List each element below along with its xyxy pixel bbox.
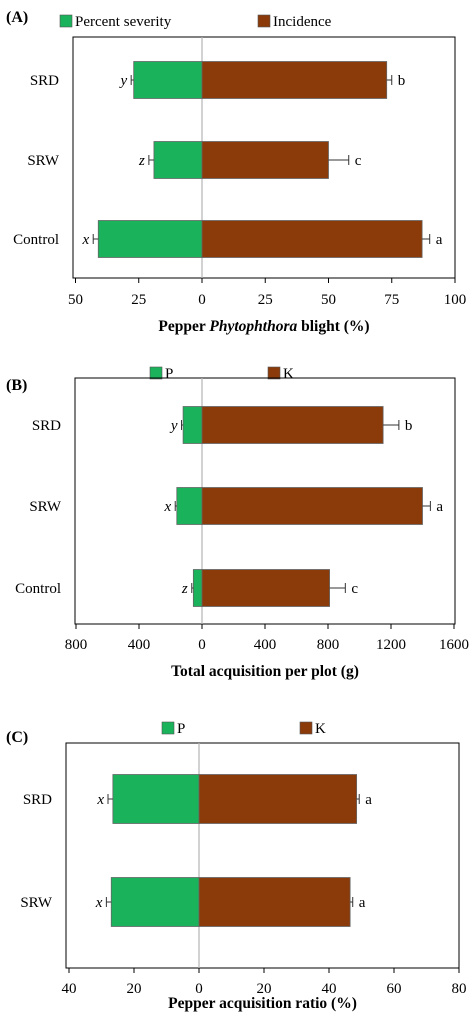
panel-b-letter-1-1: a — [436, 499, 443, 515]
panel-a-bar-percent-severity-control — [97, 220, 203, 258]
panel-b-bar-p-srw — [176, 487, 203, 525]
panel-c-tick-label-l0: 40 — [62, 981, 77, 997]
panel-a-x-axis-title-part-0: Pepper — [158, 318, 209, 335]
panel-a-plot-frame — [72, 36, 456, 279]
panel-c-x-axis-title-part-0: Pepper acquisition ratio (%) — [168, 995, 357, 1012]
panel-a-letter-1-1: c — [355, 153, 362, 169]
panel-b-legend-label-1: K — [283, 366, 294, 382]
panel-a-tick-label-r3: 75 — [384, 292, 399, 308]
panel-c-tick-label-r3: 60 — [387, 981, 402, 997]
panel-b-letter-1-2: c — [351, 581, 358, 597]
panel-a-category-label-0: SRD — [30, 73, 59, 89]
panel-a-letter-0-0: y — [118, 73, 127, 89]
panel-c-letter-0-0: x — [96, 792, 104, 808]
panel-a-tick-label-r1: 25 — [258, 292, 273, 308]
panel-c-category-label-0: SRD — [23, 792, 52, 808]
panel-a-legend-label-0: Percent severity — [75, 14, 172, 30]
panel-a-label: (A) — [6, 9, 28, 26]
panel-b-legend-label-0: P — [165, 366, 173, 382]
panel-c-plot-frame — [65, 742, 460, 969]
panel-a-bar-percent-severity-srd — [133, 61, 203, 99]
panel-a-bar-incidence-srd — [201, 61, 388, 99]
panel-c-legend-label-0: P — [177, 721, 185, 737]
panel-b-legend-swatch-1 — [267, 366, 281, 380]
panel-c: (C) P K SRD x a SRW x a 40 20 0 20 40 60 80 Pepper acqui… — [6, 721, 467, 1012]
panel-a-legend-swatch-1 — [257, 14, 271, 28]
panel-a-category-label-2: Control — [13, 232, 59, 248]
panel-c-legend-swatch-0 — [161, 721, 175, 735]
panel-b-bar-k-srw — [201, 487, 423, 525]
panel-b-bar-k-control — [201, 569, 330, 607]
panel-c-tick-label-r0: 0 — [195, 981, 203, 997]
panel-b-x-axis-title: Total acquisition per plot (g) — [171, 663, 359, 680]
panel-b-tick-label-r4: 1600 — [439, 637, 469, 653]
panel-b-label: (B) — [6, 377, 27, 394]
panel-c-letter-1-1: a — [359, 895, 366, 911]
panel-b-tick-label-l0: 800 — [65, 637, 88, 653]
panel-c-tick-label-r4: 80 — [452, 981, 467, 997]
panel-b-letter-0-2: z — [181, 581, 188, 597]
panel-b-tick-label-l1: 400 — [128, 637, 151, 653]
panel-b-tick-label-r0: 0 — [198, 637, 206, 653]
panel-a-letter-0-1: z — [138, 153, 145, 169]
panel-a-tick-label-l0: 50 — [68, 292, 83, 308]
panel-a-category-label-1: SRW — [27, 153, 60, 169]
panel-b-letter-0-0: y — [169, 418, 178, 434]
panel-b-category-label-0: SRD — [32, 418, 61, 434]
panel-c-tick-label-r2: 40 — [322, 981, 337, 997]
panel-b-tick-label-r2: 800 — [317, 637, 340, 653]
panel-c-bar-p-srd — [112, 774, 200, 824]
panel-b-letter-1-0: b — [405, 418, 413, 434]
panel-c-tick-label-l1: 20 — [127, 981, 142, 997]
panel-b-x-axis-title-part-0: Total acquisition per plot (g) — [171, 663, 359, 680]
panel-c-tick-label-r1: 20 — [257, 981, 272, 997]
panel-a-tick-label-r2: 50 — [321, 292, 336, 308]
panel-a-x-axis-title-part-1: Phytophthora — [209, 318, 297, 335]
panel-b-bar-p-srd — [182, 406, 203, 444]
panel-b-tick-label-r3: 1200 — [376, 637, 406, 653]
panel-b-category-label-1: SRW — [29, 499, 62, 515]
panel-b-legend-swatch-0 — [149, 366, 163, 380]
panel-b-tick-label-r1: 400 — [254, 637, 277, 653]
panel-c-legend-label-1: K — [315, 721, 326, 737]
panel-c-legend-swatch-1 — [299, 721, 313, 735]
panel-b: (B) P K SRD y b SRW x a Control z c 800 400 0 400 800 120… — [6, 366, 469, 680]
panel-a-legend-label-1: Incidence — [273, 14, 332, 30]
panel-a-tick-label-l1: 25 — [131, 292, 146, 308]
panel-a-tick-label-r4: 100 — [444, 292, 467, 308]
panel-c-letter-0-1: x — [95, 895, 103, 911]
panel-a-letter-0-2: x — [82, 232, 90, 248]
panel-b-category-label-2: Control — [15, 581, 61, 597]
panel-a-bar-percent-severity-srw — [153, 141, 203, 179]
panel-a-x-axis-title-part-2: blight (%) — [297, 318, 369, 335]
panel-c-category-label-1: SRW — [20, 895, 53, 911]
panel-a-legend-swatch-0 — [59, 14, 73, 28]
panel-c-bar-k-srw — [198, 877, 351, 927]
panel-a-bar-incidence-control — [201, 220, 423, 258]
panel-a-x-axis-title: Pepper Phytophthora blight (%) — [158, 318, 369, 335]
panel-b-bar-p-control — [192, 569, 203, 607]
panel-a-bar-incidence-srw — [201, 141, 329, 179]
panel-c-letter-1-0: a — [365, 792, 372, 808]
panel-c-label: (C) — [6, 729, 28, 746]
panel-a-letter-1-2: a — [436, 232, 443, 248]
panel-c-x-axis-title: Pepper acquisition ratio (%) — [168, 995, 357, 1012]
panel-b-letter-0-1: x — [164, 499, 172, 515]
panel-b-bar-k-srd — [201, 406, 384, 444]
panel-c-bar-p-srw — [110, 877, 200, 927]
panel-a: (A) Percent severity Incidence SRD y b SRW z c Co… — [6, 9, 466, 335]
panel-a-letter-1-0: b — [398, 73, 406, 89]
panel-a-tick-label-r0: 0 — [198, 292, 206, 308]
panel-c-bar-k-srd — [198, 774, 358, 824]
